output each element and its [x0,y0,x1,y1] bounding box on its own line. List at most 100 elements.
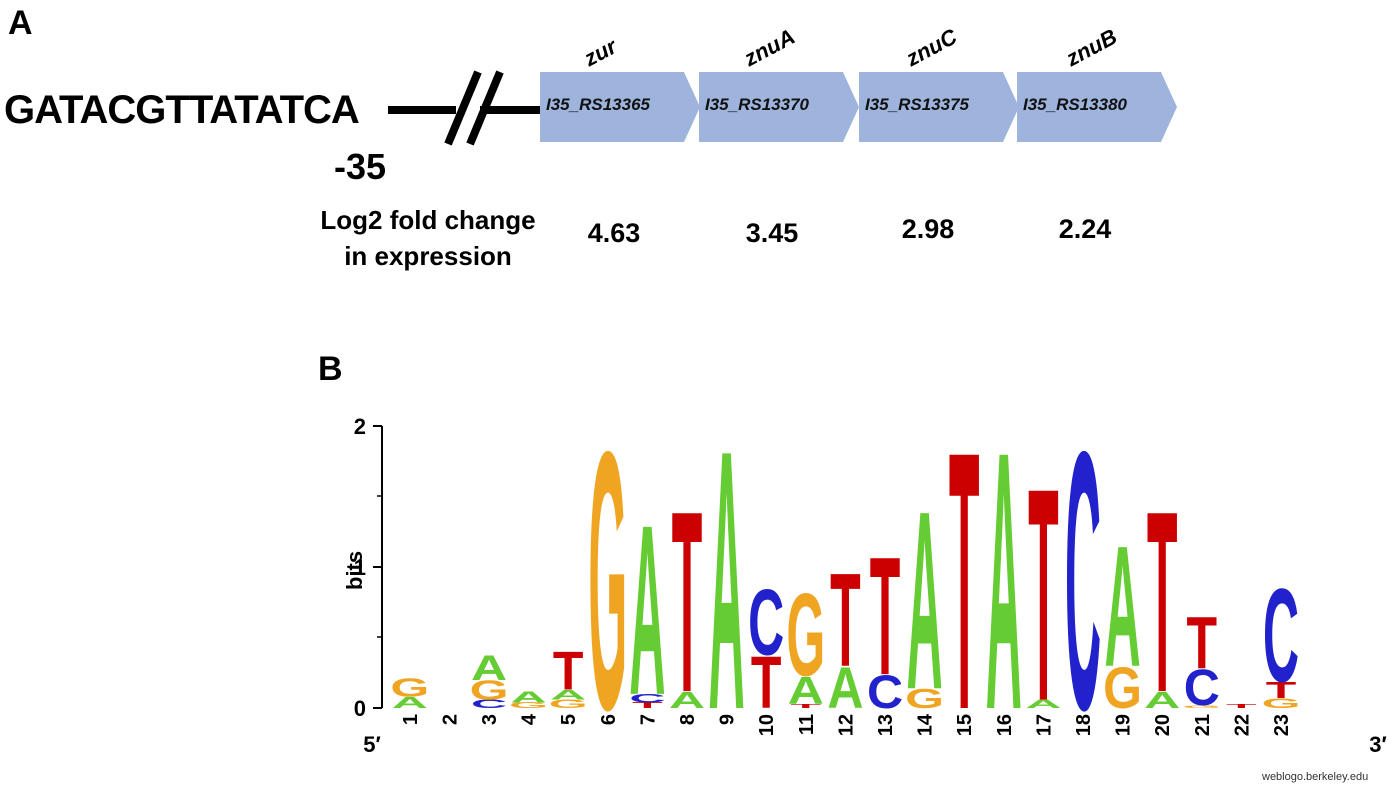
logo-letter-C: C [867,666,903,718]
x-tick-label: 16 [994,714,1016,736]
fold-change-znuB: 2.24 [1058,214,1112,244]
x-tick-label: 23 [1271,714,1293,736]
logo-letter-T: T [632,701,663,710]
logo-letter-A: A [669,688,705,714]
logo-letter-C: C [1263,562,1299,710]
logo-letter-G: G [390,674,429,702]
logo-letter-G: G [1262,696,1301,711]
x-tick-label: 11 [796,714,818,735]
logo-letter-C: C [1065,374,1101,786]
gene-arrow-znuC: I35_RS13375 [859,72,1019,142]
x-tick-label: 7 [637,714,659,725]
logo-letter-C: C [748,570,784,675]
logo-letter-T: T [553,642,584,703]
x-tick-label: 4 [519,713,541,725]
x-tick-label: 5 [558,714,580,725]
logo-letter-T: T [791,703,822,710]
logo-letter-A: A [471,649,507,688]
x-tick-label: 22 [1231,714,1253,736]
logo-letter-C: C [1184,659,1220,717]
logo-letter-T: T [672,458,703,747]
x-tick-label: 13 [875,714,897,736]
x-tick-label: 1 [400,714,422,725]
x-tick-label: 18 [1073,714,1095,736]
y-tick-label-0: 0 [354,696,366,721]
logo-letter-G: G [549,697,588,710]
y-tick-label-1: 1 [354,555,366,580]
weblogo-credit: weblogo.berkeley.edu [1262,771,1369,783]
fold-change-label: Log2 fold change in expression [293,202,563,274]
x-tick-label: 8 [677,714,699,725]
logo-letter-T: T [1147,458,1178,747]
logo-letter-T: T [1187,603,1218,685]
logo-letter-A: A [511,688,547,706]
logo-letter-T: T [1226,703,1257,710]
five-prime-label: 5′ [363,732,381,757]
y-tick-label-2: 2 [354,414,366,439]
logo-letter-A: A [629,475,665,746]
promoter-sequence: GATACGTTATATCA [4,88,360,132]
logo-letter-A: A [392,694,428,712]
gene-arrow-znuA: I35_RS13370 [699,72,859,142]
fold-change-znuC: 2.98 [901,214,955,244]
logo-letter-T: T [1266,678,1297,704]
y-axis-label: bits [342,551,367,590]
fold-change-label-line2: in expression [344,241,512,271]
logo-letter-A: A [709,373,745,786]
logo-letter-G: G [905,683,944,714]
locus-tag: I35_RS13370 [705,95,809,114]
logo-letter-A: A [1025,697,1061,710]
locus-tag: I35_RS13365 [546,95,650,114]
x-tick-label: 17 [1033,714,1055,736]
x-tick-label: 9 [717,714,739,725]
fold-change-znuA: 3.45 [745,218,799,248]
logo-letter-T: T [1028,426,1059,765]
x-tick-label: 6 [598,714,620,725]
logo-letter-G: G [1103,655,1142,721]
panel-b-label: B [318,350,343,388]
x-tick-label: 19 [1113,714,1135,736]
x-tick-label: 3 [479,714,501,725]
locus-tag: I35_RS13380 [1023,95,1127,114]
break-mark-1 [444,70,482,146]
logo-letter-C: C [471,697,507,710]
x-tick-label: 12 [835,714,857,736]
logo-letter-G: G [786,570,825,701]
gene-arrow-zur: I35_RS13365 [540,72,700,142]
logo-letter-A: A [1144,688,1180,714]
x-tick-label: 20 [1152,714,1174,736]
locus-tag: I35_RS13375 [865,95,969,114]
fold-change-label-line1: Log2 fold change [320,205,536,235]
logo-letter-T: T [870,524,901,711]
x-tick-label: 14 [915,713,937,736]
logo-letter-A: A [788,668,824,712]
logo-letter-C: C [629,692,665,705]
logo-x-labels: 1 2 3 4 5 6 7 8 9 10 11 12 13 14 15 16 17 18 19 20 21 22 23 [400,713,1293,736]
logo-letter-A: A [986,374,1022,786]
logo-letter-G: G [509,701,548,710]
logo-letter-A: A [907,458,943,742]
fold-change-zur: 4.63 [587,218,641,248]
panel-a-label: A [8,4,33,42]
logo-letter-G: G [588,374,627,786]
three-prime-label: 3′ [1369,732,1387,757]
logo-letter-G: G [1182,704,1221,708]
position-label: -35 [334,146,387,187]
x-tick-label: 21 [1192,714,1214,736]
logo-letter-T: T [751,642,782,724]
logo-letter-A: A [550,687,586,702]
x-tick-label: 15 [954,714,976,736]
x-tick-label: 2 [439,714,461,725]
logo-axes: 2 1 0 bits 5′ 3′ [342,414,1387,757]
x-tick-label: 10 [756,714,778,736]
break-mark-2 [466,70,504,146]
logo-letter-T: T [949,374,980,786]
logo-letter-G: G [470,674,509,705]
logo-letter-T: T [830,547,861,695]
promoter-line [388,70,540,146]
logo-letter-A: A [827,655,863,721]
logo-letter-A: A [1105,510,1141,703]
gene-arrow-znuB: I35_RS13380 [1017,72,1177,142]
